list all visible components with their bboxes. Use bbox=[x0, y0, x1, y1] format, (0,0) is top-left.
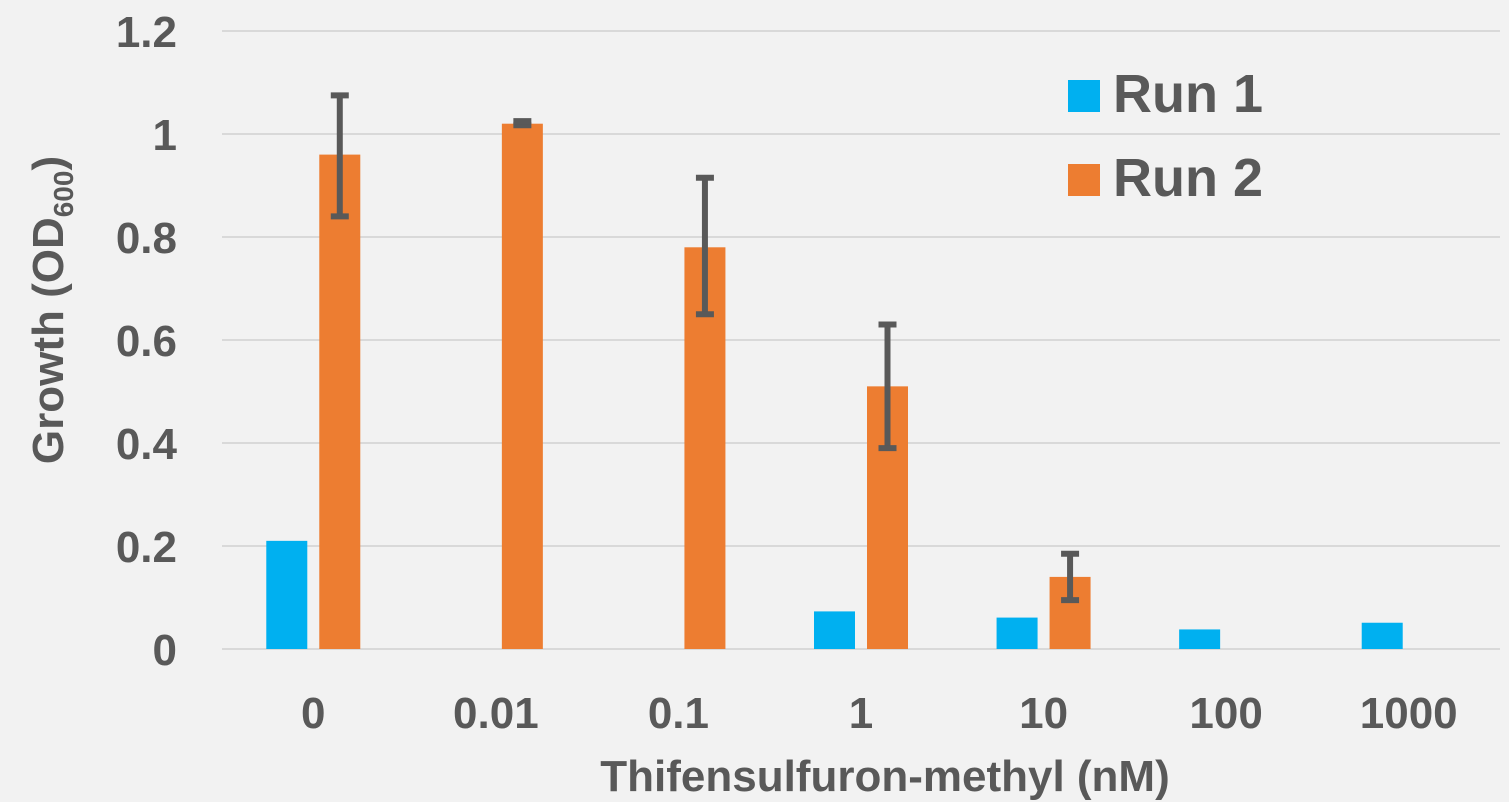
x-tick-label: 0.1 bbox=[648, 689, 709, 738]
y-tick-label: 1.2 bbox=[116, 8, 177, 57]
legend-label: Run 2 bbox=[1113, 148, 1263, 208]
x-axis-title: Thifensulfuron-methyl (nM) bbox=[600, 752, 1170, 801]
legend: Run 1 Run 2 bbox=[1068, 64, 1263, 208]
y-tick-label: 0.2 bbox=[116, 523, 177, 572]
bar-run-1 bbox=[1361, 622, 1403, 649]
x-axis-ticks: 0 0.01 0.1 1 10 100 1000 bbox=[301, 689, 1458, 738]
bar-run-1 bbox=[266, 540, 308, 649]
y-axis-ticks: 0 0.2 0.4 0.6 0.8 1 1.2 bbox=[116, 8, 178, 675]
y-axis-title: Growth (OD600) bbox=[24, 156, 79, 464]
bar-run-1 bbox=[996, 617, 1038, 649]
y-tick-label: 0 bbox=[153, 626, 177, 675]
x-tick-label: 10 bbox=[1019, 689, 1068, 738]
y-tick-label: 0.8 bbox=[116, 214, 177, 263]
bar-run-1 bbox=[814, 611, 855, 649]
gridlines bbox=[222, 30, 1500, 650]
y-tick-label: 0.4 bbox=[116, 420, 178, 469]
legend-label: Run 1 bbox=[1113, 64, 1263, 124]
y-axis-title-main: Growth (OD bbox=[24, 217, 73, 464]
bars bbox=[266, 123, 1403, 650]
y-tick-label: 1 bbox=[153, 111, 177, 160]
y-axis-title-subscript: 600 bbox=[48, 171, 79, 218]
x-tick-label: 100 bbox=[1189, 689, 1262, 738]
legend-swatch bbox=[1068, 164, 1100, 196]
x-tick-label: 0.01 bbox=[453, 689, 539, 738]
legend-swatch bbox=[1068, 80, 1100, 112]
bar-run-2 bbox=[319, 154, 361, 649]
y-axis-title-end: ) bbox=[24, 156, 73, 171]
x-tick-label: 1 bbox=[849, 689, 873, 738]
bar-run-1 bbox=[1179, 629, 1221, 649]
x-tick-label: 1000 bbox=[1360, 689, 1458, 738]
bar-run-2 bbox=[501, 123, 543, 649]
y-tick-label: 0.6 bbox=[116, 317, 177, 366]
x-tick-label: 0 bbox=[301, 689, 325, 738]
error-bars bbox=[330, 92, 1080, 604]
